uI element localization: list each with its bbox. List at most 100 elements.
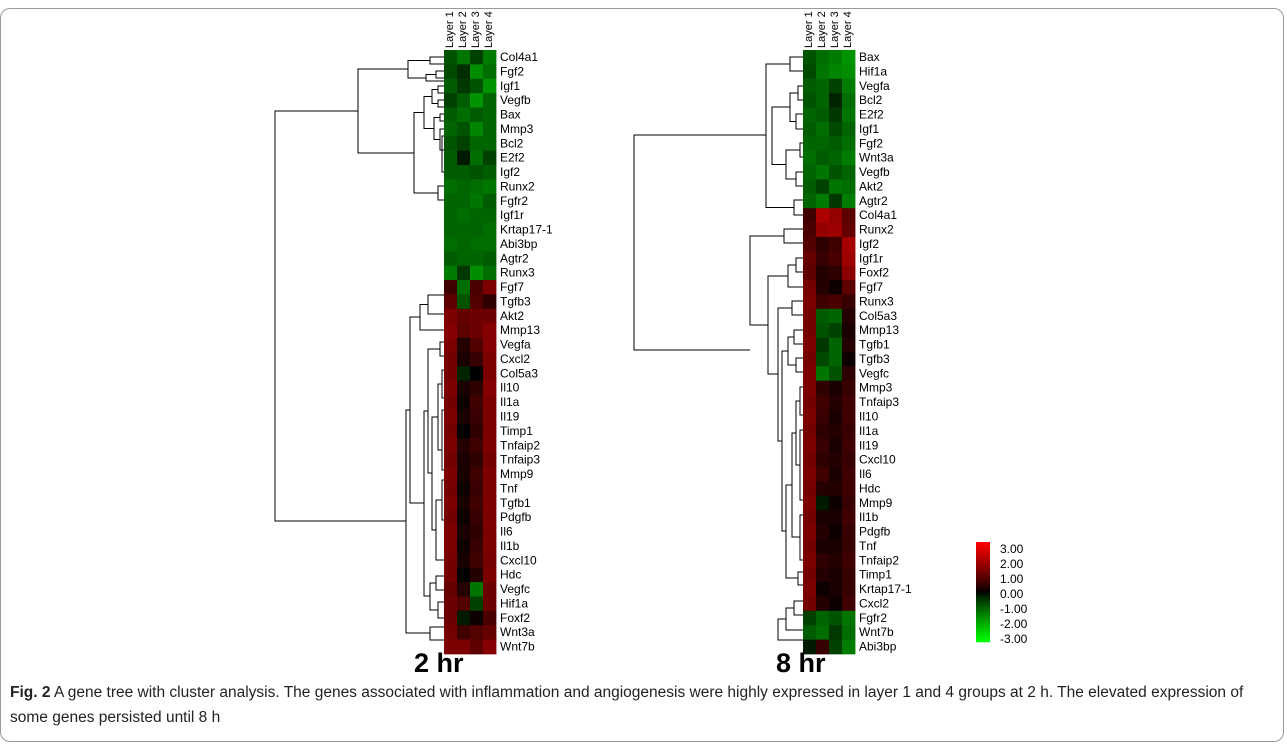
gene-label: Vegfb bbox=[859, 165, 890, 179]
heatmap-cell bbox=[803, 193, 817, 209]
heatmap-cell bbox=[842, 567, 856, 583]
heatmap-cell bbox=[803, 165, 817, 180]
heatmap-cell bbox=[444, 510, 458, 525]
heatmap-cell bbox=[816, 236, 830, 252]
gene-label: Fgfr2 bbox=[859, 611, 887, 625]
heatmap-cell bbox=[803, 467, 817, 482]
heatmap-cell bbox=[803, 596, 817, 612]
heatmap-cell bbox=[842, 495, 856, 511]
heatmap-cell bbox=[816, 208, 830, 223]
gene-label: Akt2 bbox=[500, 309, 524, 323]
heatmap-cell bbox=[842, 625, 856, 640]
heatmap-cell bbox=[829, 639, 843, 655]
heatmap-cell bbox=[444, 467, 458, 482]
heatmap-cell bbox=[457, 481, 471, 497]
heatmap-cell bbox=[470, 265, 484, 281]
gene-label: Wnt7b bbox=[859, 625, 894, 639]
heatmap-cell bbox=[470, 121, 484, 137]
heatmap-cell bbox=[842, 423, 856, 439]
heatmap-cell bbox=[803, 121, 817, 137]
heatmap-cell bbox=[470, 236, 484, 252]
gene-label: Tnfaip2 bbox=[859, 553, 899, 567]
heatmap-cell bbox=[842, 294, 856, 310]
heatmap-cell bbox=[803, 136, 817, 152]
layer-header-2: Layer 2 bbox=[816, 11, 828, 48]
heatmap-cell bbox=[829, 136, 843, 152]
heatmap-cell bbox=[483, 136, 497, 152]
heatmap-cell bbox=[803, 93, 817, 108]
layer-header-4: Layer 4 bbox=[483, 11, 495, 48]
heatmap-cell bbox=[457, 409, 471, 425]
heatmap-cell bbox=[444, 308, 458, 324]
gene-label: Timp1 bbox=[859, 568, 892, 582]
heatmap-cell bbox=[483, 567, 497, 583]
legend-swatch bbox=[976, 542, 990, 545]
heatmap-cell bbox=[829, 366, 843, 382]
heatmap-cell bbox=[816, 280, 830, 295]
legend-swatch bbox=[976, 622, 990, 625]
heatmap-cell bbox=[816, 193, 830, 209]
legend-swatch bbox=[976, 594, 990, 598]
heatmap-cell bbox=[457, 452, 471, 468]
gene-label: Igf1r bbox=[859, 251, 883, 265]
heatmap-cell bbox=[842, 64, 856, 80]
heatmap-cell bbox=[444, 107, 458, 123]
heatmap-cell bbox=[829, 294, 843, 310]
gene-label: Krtap17-1 bbox=[500, 223, 553, 237]
heatmap-cell bbox=[842, 193, 856, 209]
heatmap-cell bbox=[444, 567, 458, 583]
legend-swatch bbox=[976, 624, 990, 628]
gene-label: Bcl2 bbox=[859, 93, 883, 107]
legend-swatch bbox=[976, 574, 990, 578]
legend-swatch bbox=[976, 637, 990, 640]
gene-label: Bcl2 bbox=[500, 136, 524, 150]
heatmap-cell bbox=[483, 121, 497, 137]
heatmap-cell bbox=[842, 323, 856, 338]
gene-label: Runx2 bbox=[859, 223, 894, 237]
heatmap-cell bbox=[444, 64, 458, 80]
gene-label: Fgf7 bbox=[500, 280, 524, 294]
gene-label: Krtap17-1 bbox=[859, 582, 912, 596]
legend-swatch bbox=[976, 579, 990, 583]
heatmap-cell bbox=[470, 452, 484, 468]
heatmap-cell bbox=[803, 380, 817, 396]
heatmap-cell bbox=[457, 582, 471, 597]
heatmap-cell bbox=[483, 366, 497, 382]
heatmap-cell bbox=[816, 78, 830, 94]
heatmap-cell bbox=[842, 265, 856, 281]
heatmap-cell bbox=[457, 165, 471, 180]
heatmap-cell bbox=[816, 265, 830, 281]
gene-label: Il19 bbox=[859, 438, 879, 452]
legend-swatch bbox=[976, 582, 990, 585]
caption-text: A gene tree with cluster analysis. The g… bbox=[10, 684, 1244, 726]
heatmap-cell bbox=[803, 538, 817, 554]
heatmap-cell bbox=[816, 639, 830, 655]
heatmap-cell bbox=[803, 64, 817, 80]
heatmap-cell bbox=[816, 452, 830, 468]
legend-swatch bbox=[976, 634, 990, 638]
heatmap-cell bbox=[803, 409, 817, 425]
heatmap-cell bbox=[444, 610, 458, 626]
heatmap-cell bbox=[483, 222, 497, 238]
heatmap-cell bbox=[803, 553, 817, 569]
gene-label: Foxf2 bbox=[500, 611, 530, 625]
gene-label: Runx3 bbox=[859, 294, 894, 308]
heatmap-cell bbox=[457, 438, 471, 454]
heatmap-cell bbox=[803, 510, 817, 525]
heatmap-cell bbox=[816, 136, 830, 152]
layer-header-1: Layer 1 bbox=[444, 11, 456, 48]
heatmap-cell bbox=[829, 222, 843, 238]
legend-swatch bbox=[976, 619, 990, 623]
heatmap-cell bbox=[444, 423, 458, 439]
gene-label: Mmp9 bbox=[859, 496, 893, 510]
heatmap-cell bbox=[829, 423, 843, 439]
figure-caption: Fig. 2 A gene tree with cluster analysis… bbox=[10, 680, 1280, 730]
heatmap-cell bbox=[842, 438, 856, 454]
heatmap-cell bbox=[842, 280, 856, 295]
heatmap-cell bbox=[470, 639, 484, 655]
gene-label: Cxcl10 bbox=[500, 553, 537, 567]
heatmap-cell bbox=[483, 438, 497, 454]
heatmap-cell bbox=[816, 64, 830, 80]
heatmap-cell bbox=[470, 78, 484, 94]
heatmap-cell bbox=[444, 409, 458, 425]
